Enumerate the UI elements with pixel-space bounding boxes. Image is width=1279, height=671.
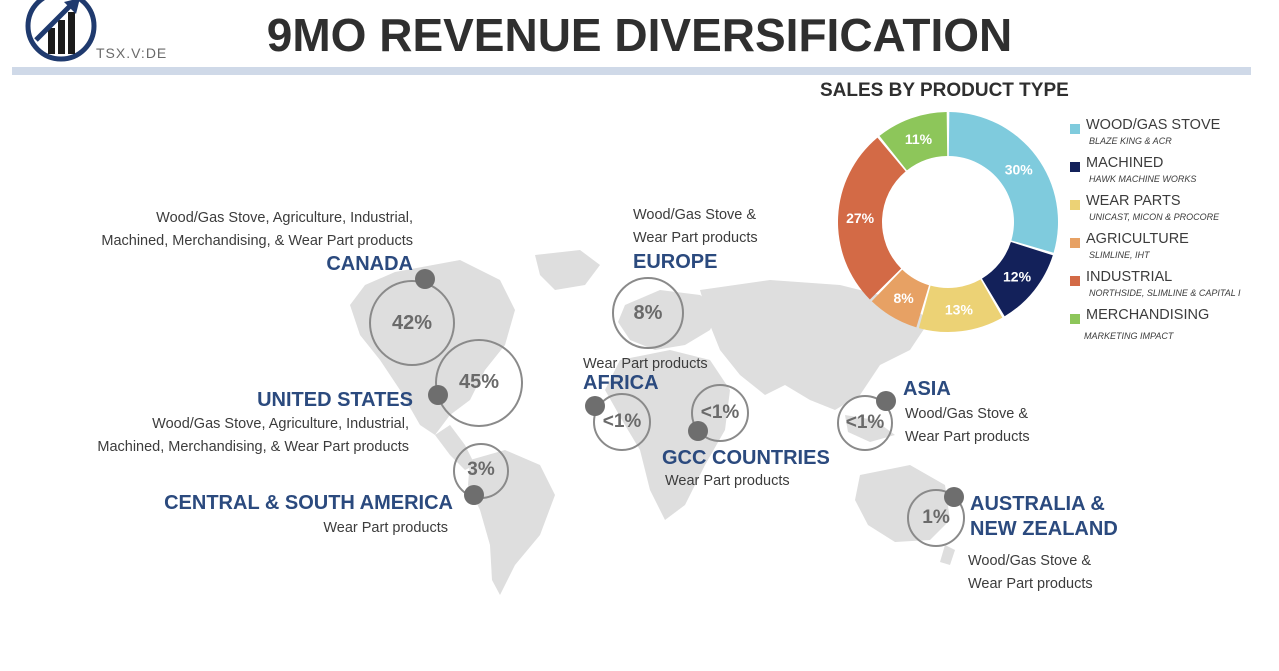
united-states-description: Wood/Gas Stove, Agriculture, Industrial,… — [97, 416, 409, 455]
united-states-circle — [435, 339, 523, 427]
legend-sublabel: BLAZE KING & ACR — [1089, 136, 1172, 146]
asia-description: Wood/Gas Stove & Wear Part products — [905, 406, 1030, 445]
donut-label: 27% — [846, 210, 875, 226]
legend-sublabel: SLIMLINE, IHT — [1089, 250, 1150, 260]
asia-percent: <1% — [845, 412, 885, 433]
donut-slice-agriculture — [871, 269, 930, 328]
united-states-label: UNITED STATES — [257, 389, 413, 411]
legend-sublabel: UNICAST, MICON & PROCORE — [1089, 212, 1220, 222]
australia-nz-description: Wood/Gas Stove & Wear Part products — [968, 553, 1093, 592]
canada-dot — [415, 269, 435, 289]
legend-swatch — [1070, 314, 1080, 324]
legend-sublabel: MARKETING IMPACT — [1084, 331, 1174, 341]
gcc-label: GCC COUNTRIES — [662, 447, 830, 469]
canada-label: CANADA — [326, 253, 413, 275]
legend-label: MACHINED — [1086, 155, 1164, 171]
asia-circle — [837, 395, 893, 451]
central-south-america-dot — [464, 485, 484, 505]
africa-label: AFRICA — [583, 372, 659, 394]
legend-swatch — [1070, 276, 1080, 286]
donut-label: 13% — [945, 301, 974, 317]
gcc-description: Wear Part products — [665, 473, 790, 489]
canada-percent: 42% — [391, 312, 433, 334]
europe-circle — [612, 277, 684, 349]
legend-sublabel: HAWK MACHINE WORKS — [1089, 174, 1197, 184]
legend-label: WOOD/GAS STOVE — [1086, 117, 1221, 133]
legend-label: MERCHANDISING — [1086, 307, 1210, 323]
united-states-percent: 45% — [458, 371, 500, 393]
legend-swatch — [1070, 124, 1080, 134]
legend-label: AGRICULTURE — [1086, 231, 1189, 247]
legend-swatch — [1070, 238, 1080, 248]
central-south-america-percent: 3% — [467, 459, 495, 480]
donut-label: 12% — [1003, 269, 1032, 285]
australia-nz-circle — [907, 489, 965, 547]
europe-percent: 8% — [633, 302, 663, 324]
chart-title: SALES BY PRODUCT TYPE — [820, 80, 1069, 101]
legend-swatch — [1070, 200, 1080, 210]
legend-swatch — [1070, 162, 1080, 172]
asia-label: ASIA — [903, 378, 951, 400]
ticker-symbol: TSX.V:DE — [96, 45, 168, 61]
africa-dot — [585, 396, 605, 416]
africa-percent: <1% — [602, 411, 642, 432]
legend-sublabel: NORTHSIDE, SLIMLINE & CAPITAL I — [1089, 288, 1241, 298]
title-divider — [12, 67, 1251, 75]
donut-slice-merchandising — [879, 112, 948, 171]
canada-description: Wood/Gas Stove, Agriculture, Industrial,… — [101, 210, 413, 249]
europe-label: EUROPE — [633, 251, 718, 273]
africa-circle — [593, 393, 651, 451]
australia-nz-dot — [944, 487, 964, 507]
donut-slice-industrial — [838, 137, 906, 300]
donut-label: 8% — [893, 290, 914, 306]
legend-label: WEAR PARTS — [1086, 193, 1181, 209]
asia-dot — [876, 391, 896, 411]
gcc-percent: <1% — [700, 402, 740, 423]
gcc-circle — [691, 384, 749, 442]
canada-circle — [369, 280, 455, 366]
central-south-america-label: CENTRAL & SOUTH AMERICA — [164, 492, 453, 514]
donut-slice-wear-parts — [918, 279, 1003, 332]
gcc-dot — [688, 421, 708, 441]
donut-label: 30% — [1005, 162, 1034, 178]
donut-slice-wood-gas-stove — [948, 112, 1058, 253]
australia-nz-label: AUSTRALIA & NEW ZEALAND — [970, 493, 1118, 540]
central-south-america-description: Wear Part products — [323, 520, 448, 536]
united-states-dot — [428, 385, 448, 405]
bar-chart-arrow-logo-icon — [25, 0, 97, 62]
donut-label: 11% — [905, 131, 933, 147]
donut-slice-machined — [981, 241, 1053, 317]
australia-nz-percent: 1% — [922, 507, 950, 528]
africa-description: Wear Part products — [583, 356, 708, 372]
donut-chart: 30% 12% 13% 8% 27% 11% — [838, 112, 1058, 332]
world-map — [350, 250, 955, 595]
page-title: 9MO REVENUE DIVERSIFICATION — [266, 9, 1013, 61]
legend-label: INDUSTRIAL — [1086, 269, 1173, 285]
europe-description: Wood/Gas Stove & Wear Part products — [633, 207, 758, 246]
